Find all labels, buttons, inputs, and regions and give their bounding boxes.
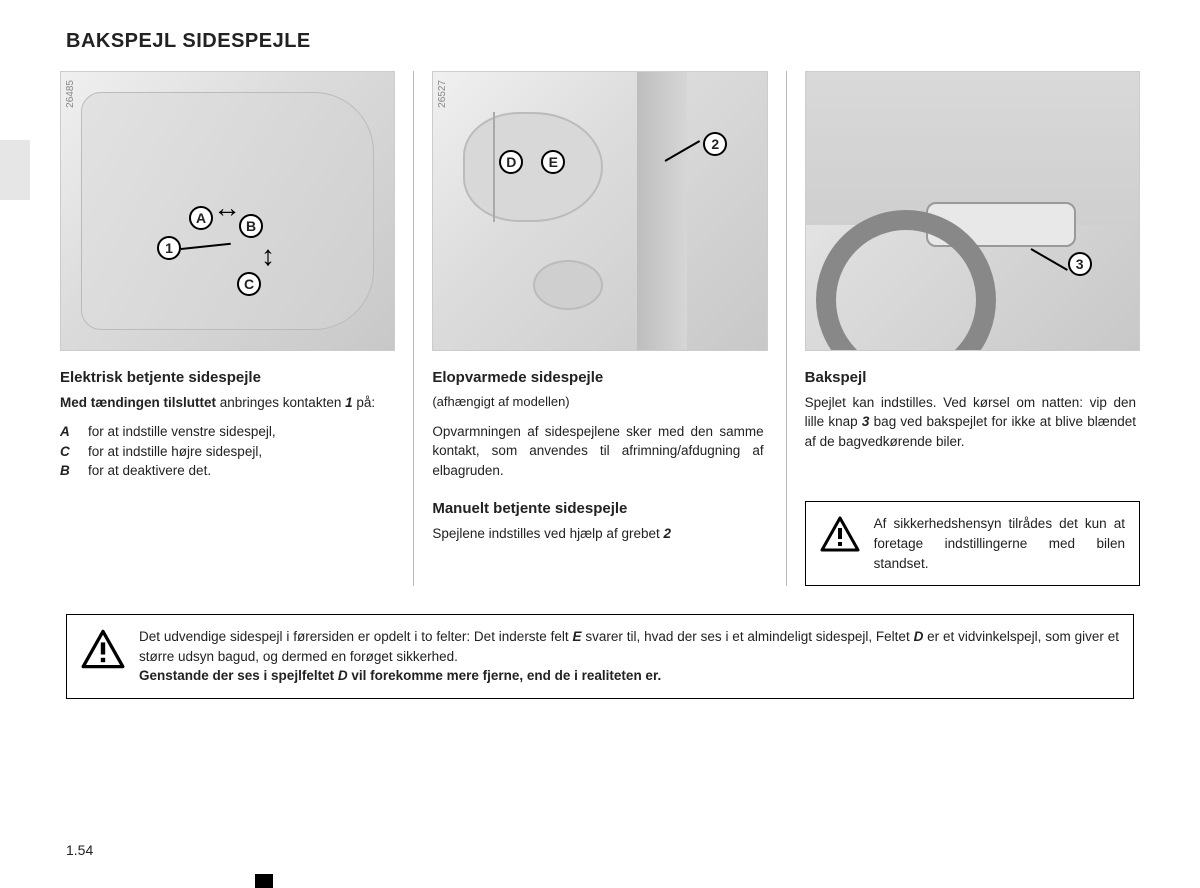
callout-A: A — [189, 206, 213, 230]
figure-heated-mirrors: 26527 D E 2 — [432, 71, 767, 351]
column-left-text: Elektrisk betjente sidespejle Med tændin… — [60, 351, 395, 491]
column-right: 26486 3 Bakspejl Spejlet kan indstilles.… — [805, 71, 1140, 586]
figure-code: 26485 — [65, 80, 76, 108]
figure-code: 26527 — [437, 80, 448, 108]
para-rearview: Spejlet kan indstilles. Ved kørsel om na… — [805, 393, 1136, 452]
warning-box-safety: Af sikkerhedshensyn tilrådes det kun at … — [805, 501, 1140, 586]
column-middle: 26527 D E 2 Elopvarmede sidespejle (afhæ… — [432, 71, 767, 586]
page-number: 1.54 — [66, 842, 93, 858]
list-item: Bfor at deaktivere det. — [60, 461, 391, 481]
text: Det udvendige sidespejl i førersiden er … — [139, 629, 573, 644]
wideangle-line2: Genstande der ses i spejlfeltet D vil fo… — [139, 666, 1119, 686]
mirror-shape — [463, 112, 603, 222]
para-heated: Opvarmningen af sidespejlene sker med de… — [432, 422, 763, 481]
figure-electric-mirrors: 26485 A B C 1 ↔ ↕ — [60, 71, 395, 351]
intro-bold: Med tændingen tilsluttet — [60, 395, 216, 410]
warning-box-wideangle: Det udvendige sidespejl i førersiden er … — [66, 614, 1134, 699]
callout-3: 3 — [1068, 252, 1092, 276]
text: Genstande der ses i spejlfeltet — [139, 668, 338, 683]
abc-list: Afor at indstille venstre sidespejl, Cfo… — [60, 422, 391, 481]
heading-rearview: Bakspejl — [805, 367, 1136, 389]
list-text: for at indstille højre sidespejl, — [88, 442, 262, 462]
heading-electric: Elektrisk betjente sidespejle — [60, 367, 391, 389]
ref-E: E — [573, 629, 582, 644]
callout-2: 2 — [703, 132, 727, 156]
warning-text-body: Det udvendige sidespejl i førersiden er … — [139, 627, 1119, 686]
list-item: Afor at indstille venstre sidespejl, — [60, 422, 391, 442]
warning-icon — [81, 629, 125, 669]
list-key: C — [60, 442, 78, 462]
para-manual-ref: 2 — [663, 526, 671, 541]
wideangle-line1: Det udvendige sidespejl i førersiden er … — [139, 627, 1119, 666]
mirror-split-line — [493, 112, 495, 222]
arrow-icon: ↔ — [213, 192, 241, 224]
list-text: for at indstille venstre sidespejl, — [88, 422, 276, 442]
list-key: A — [60, 422, 78, 442]
content-columns: 26485 A B C 1 ↔ ↕ Elektrisk betjente sid… — [60, 71, 1140, 586]
ref-D2: D — [338, 668, 348, 683]
text: svarer til, hvad der ses i et almindelig… — [582, 629, 914, 644]
intro-rest: anbringes kontakten — [216, 395, 345, 410]
list-text: for at deaktivere det. — [88, 461, 211, 481]
text: vil forekomme mere fjerne, end de i real… — [348, 668, 662, 683]
pillar-shape — [637, 72, 687, 350]
list-key: B — [60, 461, 78, 481]
callout-1: 1 — [157, 236, 181, 260]
subheading-model: (afhængigt af modellen) — [432, 393, 763, 412]
para-manual: Spejlene indstilles ved hjælp af grebet … — [432, 524, 763, 544]
para-manual-pre: Spejlene indstilles ved hjælp af grebet — [432, 526, 663, 541]
intro-electric: Med tændingen tilsluttet anbringes konta… — [60, 393, 391, 413]
column-middle-text: Elopvarmede sidespejle (afhængigt af mod… — [432, 351, 767, 554]
warning-text: Af sikkerhedshensyn tilrådes det kun at … — [874, 514, 1125, 573]
column-left: 26485 A B C 1 ↔ ↕ Elektrisk betjente sid… — [60, 71, 395, 586]
intro-tail: på: — [353, 395, 376, 410]
arrow-icon: ↕ — [261, 240, 275, 272]
door-handle-shape — [533, 260, 603, 310]
crop-mark — [255, 874, 273, 888]
callout-B: B — [239, 214, 263, 238]
leader-line — [1030, 248, 1067, 271]
intro-ref-1: 1 — [345, 395, 353, 410]
column-separator — [786, 71, 787, 586]
heading-manual: Manuelt betjente sidespejle — [432, 498, 763, 520]
list-item: Cfor at indstille højre sidespejl, — [60, 442, 391, 462]
ref-D: D — [914, 629, 924, 644]
warning-icon — [820, 516, 860, 552]
figure-rearview: 26486 3 — [805, 71, 1140, 351]
chapter-tab — [0, 140, 30, 200]
column-right-text: Bakspejl Spejlet kan indstilles. Ved kør… — [805, 351, 1140, 461]
page-title: BAKSPEJL SIDESPEJLE — [66, 30, 1140, 53]
column-separator — [413, 71, 414, 586]
callout-C: C — [237, 272, 261, 296]
heading-heated: Elopvarmede sidespejle — [432, 367, 763, 389]
